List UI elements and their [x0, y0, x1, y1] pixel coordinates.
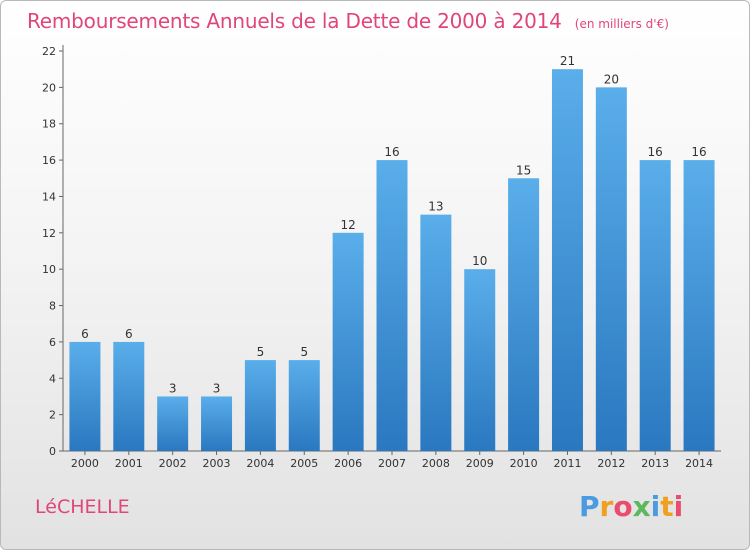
y-tick-label: 22 [42, 45, 56, 58]
bar [332, 232, 364, 451]
x-tick-label: 2002 [159, 457, 187, 470]
logo-letter: r [599, 490, 614, 523]
y-tick-label: 4 [49, 372, 56, 385]
logo-letter: o [613, 490, 633, 523]
y-tick-label: 2 [49, 409, 56, 422]
chart-subtitle: (en milliers d'€) [574, 17, 669, 31]
x-tick-label: 2003 [203, 457, 231, 470]
x-tick-label: 2010 [510, 457, 538, 470]
x-tick-label: 2000 [71, 457, 99, 470]
logo-letter: i [650, 490, 661, 523]
bar-value-label: 3 [213, 381, 221, 395]
x-tick-label: 2006 [334, 457, 362, 470]
bar [551, 69, 583, 451]
bar-value-label: 13 [428, 200, 443, 214]
x-tick-label: 2014 [685, 457, 713, 470]
bar [595, 87, 627, 451]
x-tick-label: 2005 [290, 457, 318, 470]
y-tick-label: 20 [42, 81, 56, 94]
x-tick-label: 2012 [597, 457, 625, 470]
bar [464, 269, 496, 451]
bar-value-label: 16 [648, 145, 663, 159]
commune-name: LéCHELLE [35, 496, 130, 518]
chart-title: Remboursements Annuels de la Dette de 20… [27, 9, 562, 33]
bar [244, 360, 276, 451]
x-tick-label: 2009 [466, 457, 494, 470]
bar [639, 160, 671, 451]
bar-value-label: 3 [169, 381, 177, 395]
bars [69, 69, 715, 452]
y-tick-label: 12 [42, 227, 56, 240]
bar-value-label: 6 [81, 327, 89, 341]
bar-value-label: 6 [125, 327, 133, 341]
bar [69, 341, 101, 451]
bar-value-label: 12 [340, 218, 355, 232]
bar-value-label: 20 [604, 72, 619, 86]
y-tick-label: 14 [42, 190, 56, 203]
bar-value-label: 5 [257, 345, 265, 359]
y-tick-label: 16 [42, 154, 56, 167]
title-row: Remboursements Annuels de la Dette de 20… [27, 9, 669, 33]
logo-letter: i [673, 490, 684, 523]
logo-letter: P [579, 490, 600, 523]
bar [288, 360, 320, 451]
logo-letter: x [632, 490, 651, 523]
x-tick-label: 2013 [641, 457, 669, 470]
bar [683, 160, 715, 451]
bar [420, 214, 452, 451]
bar-value-label: 16 [691, 145, 706, 159]
y-tick-label: 18 [42, 118, 56, 131]
x-tick-label: 2004 [246, 457, 274, 470]
y-tick-label: 8 [49, 300, 56, 313]
bar-value-label: 5 [300, 345, 308, 359]
x-tick-label: 2008 [422, 457, 450, 470]
x-tick-label: 2001 [115, 457, 143, 470]
bar [113, 341, 145, 451]
y-tick-label: 0 [49, 445, 56, 458]
x-tick-label: 2007 [378, 457, 406, 470]
y-tick-label: 6 [49, 336, 56, 349]
proxiti-logo: Proxiti [579, 490, 683, 523]
bar [508, 178, 540, 452]
axes: 0 2 4 6 8 10 12 14 16 18 20 22 2000 2001 2002 2003 2004 2… [42, 45, 721, 470]
bar [157, 396, 189, 451]
logo-letter: t [660, 490, 674, 523]
bar [201, 396, 233, 451]
bar [376, 160, 408, 451]
bar-value-label: 10 [472, 254, 487, 268]
data-labels: 6 6 3 3 5 5 12 16 13 10 15 21 20 16 16 [81, 54, 707, 395]
bar-value-label: 15 [516, 163, 531, 177]
y-tick-label: 10 [42, 263, 56, 276]
bar-value-label: 16 [384, 145, 399, 159]
bar-value-label: 21 [560, 54, 575, 68]
x-tick-label: 2011 [553, 457, 581, 470]
